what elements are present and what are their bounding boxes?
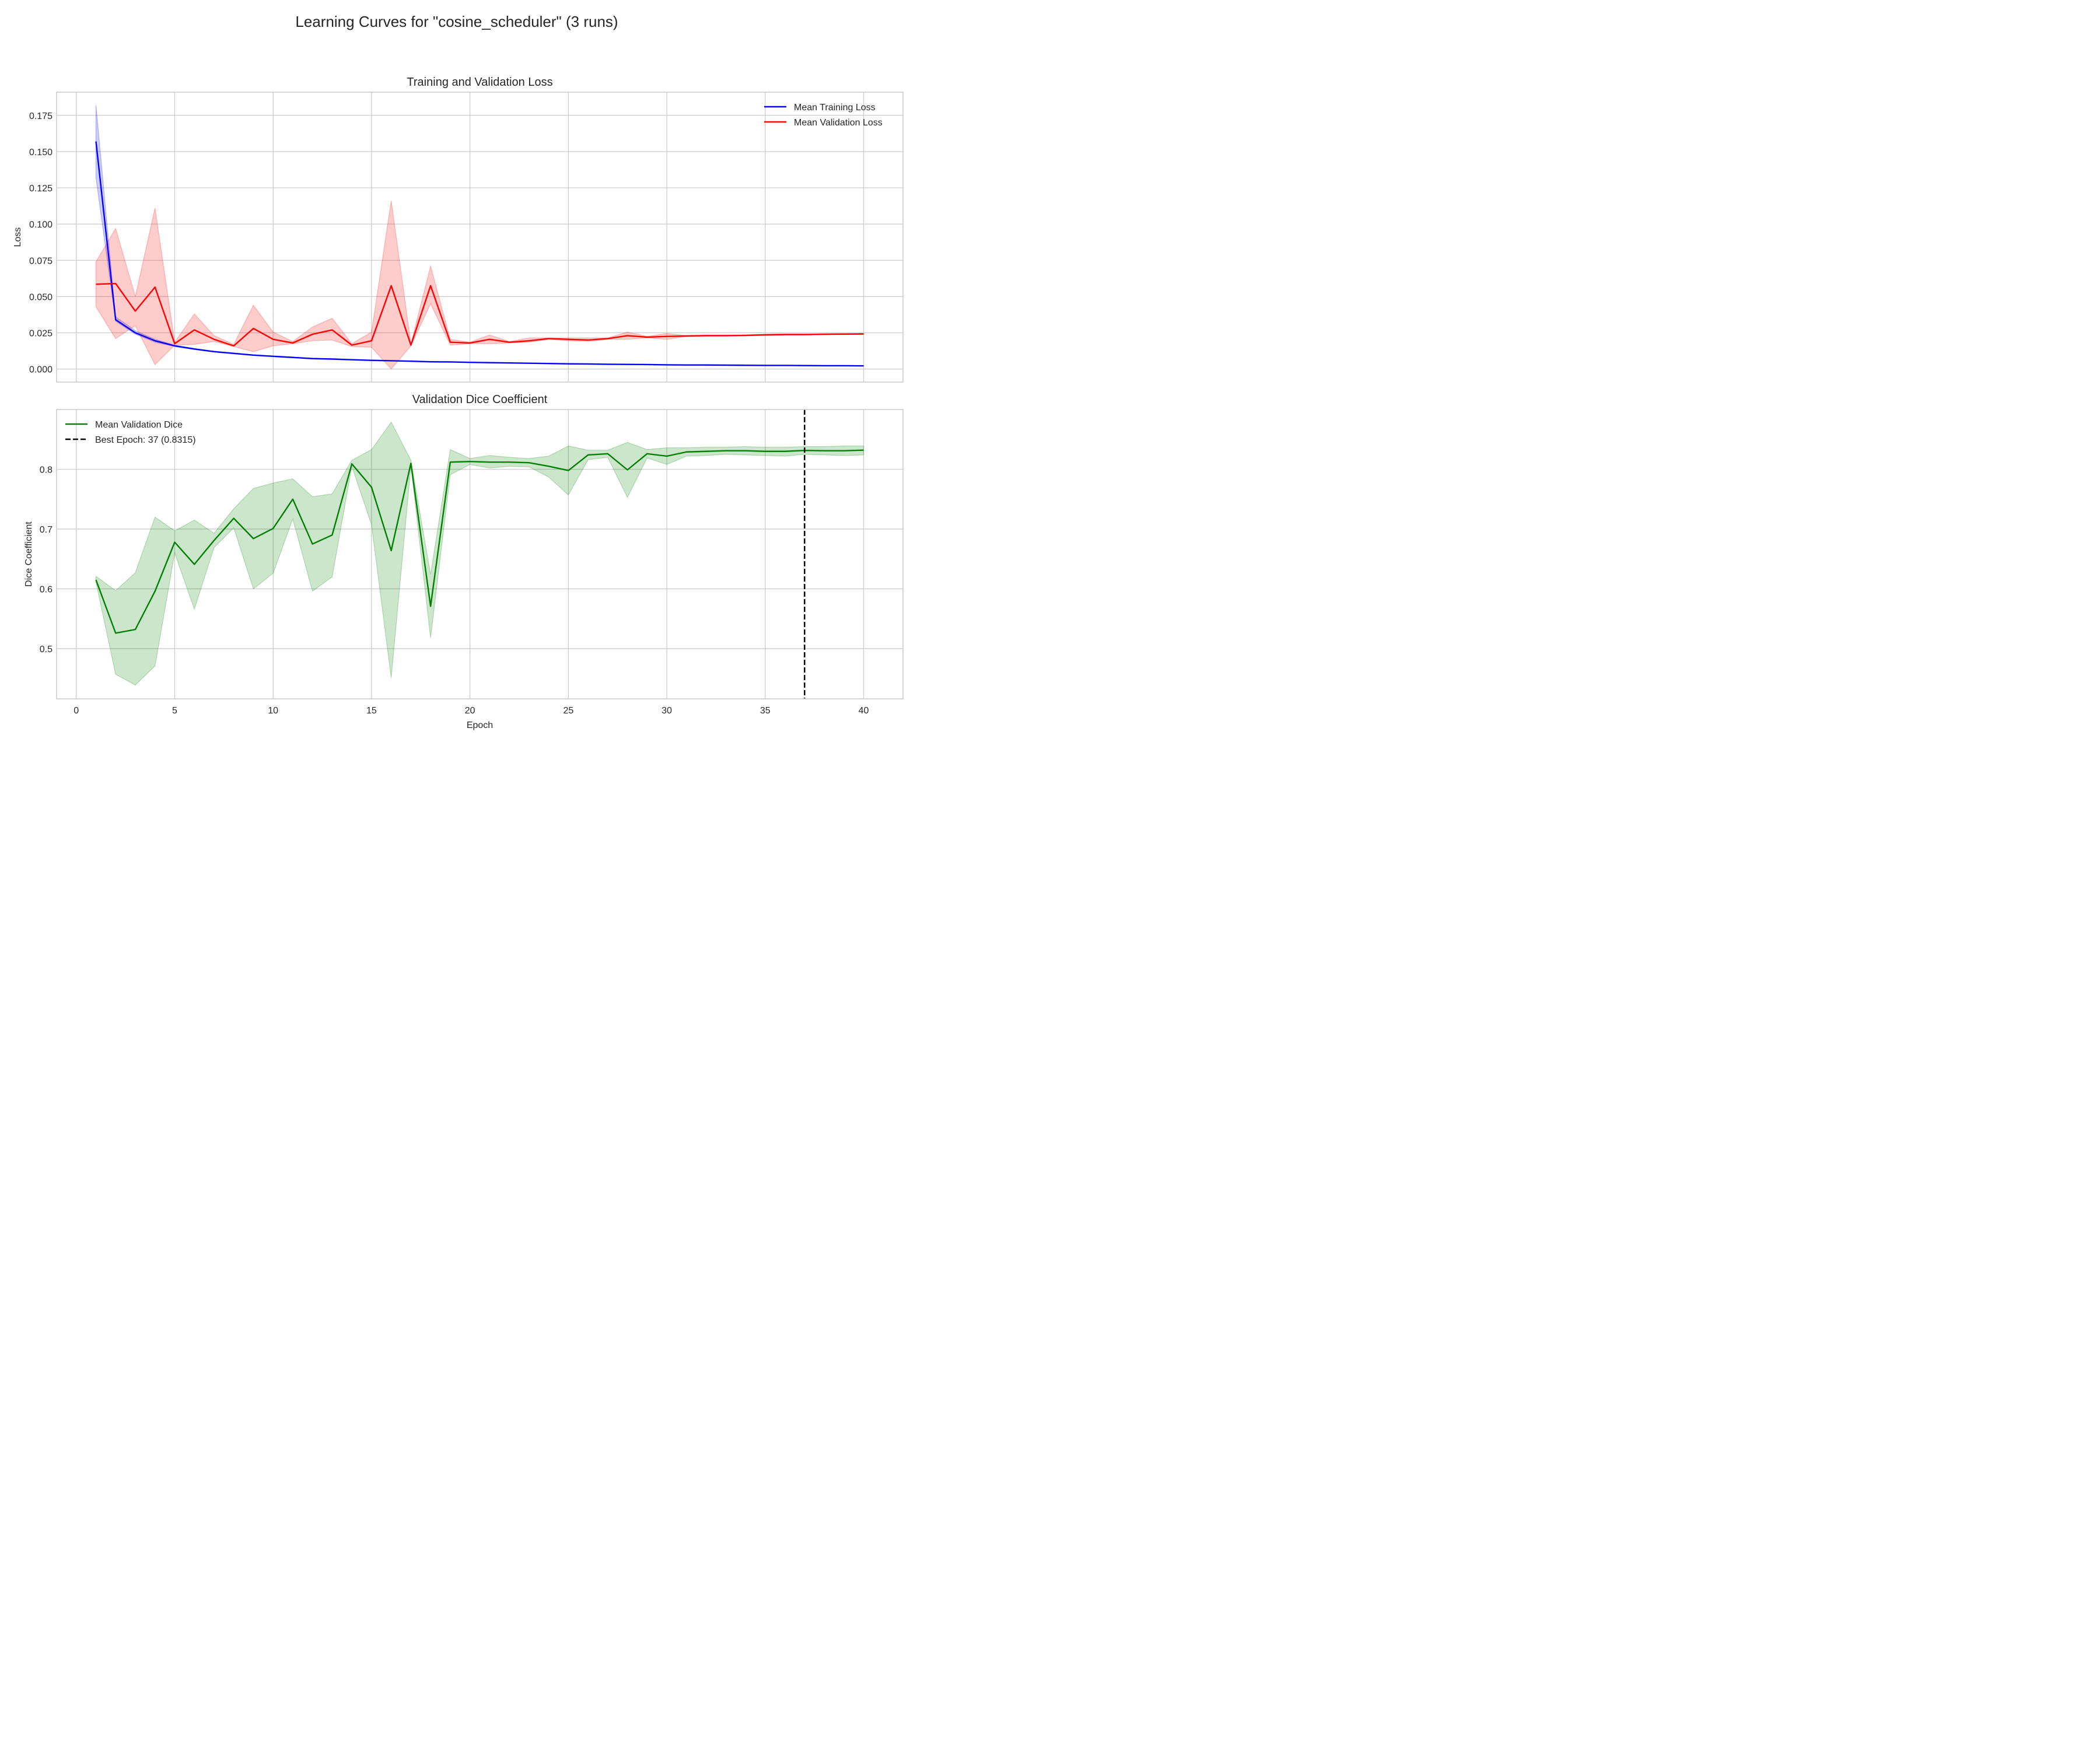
x-tick-label: 0 (74, 706, 79, 716)
y-tick-label: 0.5 (40, 645, 52, 654)
y-tick-label: 0.6 (40, 584, 52, 594)
panel-title: Training and Validation Loss (407, 76, 552, 89)
y-axis-label: Dice Coefficient (24, 522, 34, 587)
x-tick-label: 30 (662, 706, 672, 716)
dice-panel: 0.5 0.6 0.7 0.8 0 5 10 15 20 25 30 35 40 Validation D… (24, 393, 904, 730)
loss-panel: 0.000 0.025 0.050 0.075 0.100 0.125 0.150 0.175… (13, 76, 904, 383)
axes-frame (56, 92, 904, 383)
y-tick-label: 0.100 (29, 220, 52, 230)
legend: Mean Validation Dice Best Epoch: 37 (0.83… (65, 420, 196, 445)
legend-label: Best Epoch: 37 (0.8315) (95, 435, 196, 445)
mean-training-loss-line (95, 141, 864, 367)
y-tick-label: 0.8 (40, 465, 52, 475)
y-tick-label: 0.175 (29, 111, 52, 121)
x-axis-label: Epoch (467, 720, 493, 730)
y-tick-label: 0.125 (29, 184, 52, 194)
x-tick-label: 15 (366, 706, 377, 716)
axes-frame (56, 409, 904, 699)
x-tick-label: 10 (268, 706, 278, 716)
legend-label: Mean Validation Loss (794, 118, 883, 128)
mean-validation-dice-band (95, 421, 864, 686)
y-tick-label: 0.150 (29, 148, 52, 158)
mean-validation-loss-line (96, 282, 864, 347)
y-tick-label: 0.7 (40, 525, 52, 535)
figure-background (0, 0, 914, 762)
y-tick-label: 0.075 (29, 256, 52, 266)
y-tick-label: 0.025 (29, 329, 52, 339)
y-axis-label: Loss (13, 228, 23, 247)
x-tick-label: 35 (760, 706, 771, 716)
x-tick-label: 40 (859, 706, 869, 716)
x-tick-label: 5 (172, 706, 177, 716)
x-tick-label: 20 (465, 706, 475, 716)
legend-label: Mean Training Loss (794, 103, 876, 113)
mean-validation-dice-line (95, 449, 864, 634)
y-tick-label: 0.000 (29, 365, 52, 375)
y-tick-label: 0.050 (29, 292, 52, 302)
panel-title: Validation Dice Coefficient (412, 393, 548, 406)
figure-title: Learning Curves for "cosine_scheduler" (… (295, 13, 618, 30)
x-tick-label: 25 (563, 706, 573, 716)
legend-label: Mean Validation Dice (95, 420, 183, 430)
figure: Learning Curves for "cosine_scheduler" (… (0, 0, 914, 762)
legend: Mean Training Loss Mean Validation Loss (764, 103, 883, 128)
